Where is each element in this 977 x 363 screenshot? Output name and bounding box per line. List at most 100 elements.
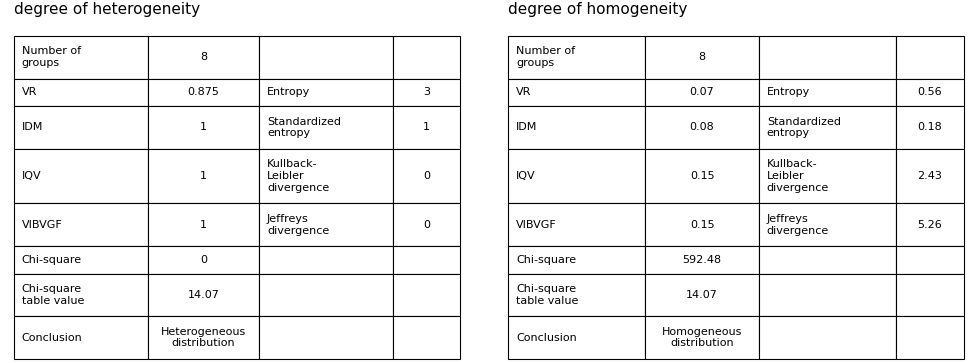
Text: 0.15: 0.15 xyxy=(689,171,713,181)
Text: Conclusion: Conclusion xyxy=(21,333,82,343)
Text: Entropy: Entropy xyxy=(766,87,809,97)
Bar xyxy=(259,204,393,246)
Text: 0: 0 xyxy=(422,171,430,181)
Bar xyxy=(148,106,259,148)
Bar xyxy=(148,78,259,106)
Bar xyxy=(14,246,148,274)
Bar xyxy=(508,36,645,78)
Text: degree of heterogeneity: degree of heterogeneity xyxy=(14,1,199,17)
Text: 8: 8 xyxy=(199,52,207,62)
Bar xyxy=(508,246,645,274)
Bar xyxy=(14,316,148,359)
Text: 5.26: 5.26 xyxy=(916,220,942,230)
Text: Chi-square
table value: Chi-square table value xyxy=(21,284,84,306)
Bar xyxy=(148,204,259,246)
Text: Chi-square
table value: Chi-square table value xyxy=(516,284,578,306)
Text: 2.43: 2.43 xyxy=(916,171,942,181)
Text: Standardized
entropy: Standardized entropy xyxy=(766,117,840,138)
Text: IDM: IDM xyxy=(21,122,43,132)
Bar xyxy=(393,106,459,148)
Text: 0.08: 0.08 xyxy=(689,122,714,132)
Text: VIBVGF: VIBVGF xyxy=(516,220,556,230)
Bar xyxy=(259,246,393,274)
Bar xyxy=(14,36,148,78)
Bar xyxy=(393,78,459,106)
Text: Number of
groups: Number of groups xyxy=(516,46,574,68)
Bar xyxy=(645,78,758,106)
Text: 0.56: 0.56 xyxy=(916,87,941,97)
Bar xyxy=(895,78,963,106)
Bar xyxy=(148,274,259,316)
Bar xyxy=(645,148,758,204)
Bar xyxy=(393,148,459,204)
Text: IQV: IQV xyxy=(516,171,535,181)
Bar xyxy=(14,274,148,316)
Text: degree of homogeneity: degree of homogeneity xyxy=(508,1,687,17)
Text: 0.15: 0.15 xyxy=(689,220,713,230)
Text: Chi-square: Chi-square xyxy=(21,255,82,265)
Bar xyxy=(148,36,259,78)
Text: Jeffreys
divergence: Jeffreys divergence xyxy=(766,214,828,236)
Bar xyxy=(645,316,758,359)
Bar xyxy=(148,148,259,204)
Text: Entropy: Entropy xyxy=(267,87,310,97)
Bar xyxy=(508,316,645,359)
Text: Chi-square: Chi-square xyxy=(516,255,575,265)
Bar xyxy=(758,274,895,316)
Bar xyxy=(758,36,895,78)
Bar xyxy=(895,204,963,246)
Bar xyxy=(895,316,963,359)
Text: Homogeneous
distribution: Homogeneous distribution xyxy=(661,327,742,348)
Text: VIBVGF: VIBVGF xyxy=(21,220,63,230)
Bar xyxy=(393,246,459,274)
Bar xyxy=(393,204,459,246)
Text: 8: 8 xyxy=(698,52,705,62)
Bar xyxy=(758,246,895,274)
Text: Standardized
entropy: Standardized entropy xyxy=(267,117,341,138)
Bar xyxy=(148,316,259,359)
Bar xyxy=(895,246,963,274)
Text: 1: 1 xyxy=(422,122,430,132)
Bar xyxy=(508,204,645,246)
Bar xyxy=(259,78,393,106)
Bar xyxy=(645,36,758,78)
Bar xyxy=(758,106,895,148)
Bar xyxy=(895,148,963,204)
Bar xyxy=(508,274,645,316)
Bar xyxy=(645,106,758,148)
Text: 0.07: 0.07 xyxy=(689,87,714,97)
Bar xyxy=(393,316,459,359)
Bar xyxy=(895,274,963,316)
Bar xyxy=(895,106,963,148)
Text: 0: 0 xyxy=(422,220,430,230)
Bar xyxy=(259,106,393,148)
Bar xyxy=(758,78,895,106)
Text: IDM: IDM xyxy=(516,122,537,132)
Text: Jeffreys
divergence: Jeffreys divergence xyxy=(267,214,329,236)
Text: 0.18: 0.18 xyxy=(916,122,942,132)
Text: 592.48: 592.48 xyxy=(682,255,721,265)
Text: IQV: IQV xyxy=(21,171,41,181)
Bar xyxy=(645,274,758,316)
Bar xyxy=(14,106,148,148)
Bar xyxy=(393,36,459,78)
Text: Kullback-
Leibler
divergence: Kullback- Leibler divergence xyxy=(267,159,329,193)
Bar xyxy=(895,36,963,78)
Bar xyxy=(14,78,148,106)
Text: 1: 1 xyxy=(199,122,207,132)
Bar xyxy=(393,274,459,316)
Text: VR: VR xyxy=(21,87,37,97)
Bar xyxy=(645,246,758,274)
Bar xyxy=(508,148,645,204)
Bar xyxy=(758,148,895,204)
Text: 0: 0 xyxy=(199,255,207,265)
Text: 3: 3 xyxy=(422,87,430,97)
Bar xyxy=(645,204,758,246)
Bar xyxy=(758,316,895,359)
Text: Kullback-
Leibler
divergence: Kullback- Leibler divergence xyxy=(766,159,828,193)
Text: 14.07: 14.07 xyxy=(188,290,219,300)
Bar xyxy=(508,78,645,106)
Text: 1: 1 xyxy=(199,220,207,230)
Bar xyxy=(508,106,645,148)
Text: VR: VR xyxy=(516,87,531,97)
